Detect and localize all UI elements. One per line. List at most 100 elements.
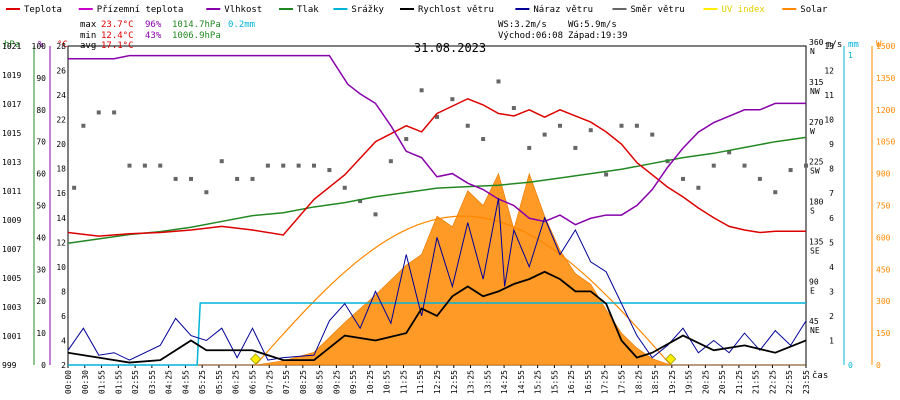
wind-dir-point: [604, 172, 609, 177]
tick-time: 12:25: [433, 370, 442, 394]
tick-hpa: 1001: [2, 332, 21, 341]
tick-time: 21:25: [735, 370, 744, 394]
tick-time: 07:25: [265, 370, 274, 394]
tick-hpa: 1017: [2, 100, 21, 109]
tick-w: 150: [876, 329, 891, 338]
tick-hpa: 1013: [2, 158, 21, 167]
wind-dir-point: [265, 163, 270, 168]
tick-wind: 5: [829, 238, 834, 247]
tick-time: 21:55: [752, 370, 761, 394]
series-vlhkost-line: [68, 54, 806, 226]
tick-hpa: 1011: [2, 187, 21, 196]
tick-dir-name: S: [810, 207, 815, 216]
wind-dir-point: [450, 97, 455, 102]
tick-time: 00:30: [81, 370, 90, 394]
tick-w: 1500: [876, 42, 895, 51]
wind-ws: WS:3.2m/s: [498, 20, 547, 30]
tick-mm: 1: [848, 51, 853, 60]
wind-dir-point: [388, 159, 393, 164]
tick-wind: 1: [829, 336, 834, 345]
tick-w: 0: [876, 361, 881, 370]
tick-temp: 6: [61, 312, 66, 321]
tick-dir-name: N: [810, 47, 815, 56]
tick-time: 12:55: [450, 370, 459, 394]
tick-time: 04:25: [165, 370, 174, 394]
wind-dir-point: [757, 176, 762, 181]
legend-label-7: Směr větru: [631, 5, 685, 15]
tick-w: 1350: [876, 74, 895, 83]
tick-wind: 4: [829, 263, 834, 272]
wind-dir-point: [650, 132, 655, 137]
tick-time: 23:55: [802, 370, 811, 394]
stat-avg-label: avg: [80, 41, 96, 51]
stat-min-temp: 12.4°C: [101, 31, 134, 41]
tick-temp: 18: [56, 165, 66, 174]
wind-dir-point: [727, 150, 732, 155]
tick-hpa: 1015: [2, 129, 21, 138]
wind-dir-point: [281, 163, 286, 168]
stat-max-press: 1014.7hPa: [172, 20, 221, 30]
tick-dir-deg: 135: [809, 237, 824, 246]
unit-wind: m/s: [826, 40, 842, 50]
tick-temp: 2: [61, 361, 66, 370]
stat-max-label: max: [80, 20, 97, 30]
tick-w: 750: [876, 202, 891, 211]
wind-dir-point: [804, 163, 808, 168]
stat-min-press: 1006.9hPa: [172, 31, 221, 41]
tick-wind: 7: [829, 189, 834, 198]
tick-time: 18:55: [651, 370, 660, 394]
tick-time: 11:25: [399, 370, 408, 394]
tick-pct: 50: [36, 202, 46, 211]
wind-dir-point: [711, 163, 716, 168]
tick-dir-deg: 225: [809, 158, 824, 167]
wind-dir-point: [496, 79, 501, 84]
wind-dir-point: [619, 123, 624, 128]
tick-w: 300: [876, 297, 891, 306]
series-rychlost-v-tru-line: [67, 270, 807, 364]
tick-wind: 6: [829, 214, 834, 223]
tick-time: 10:55: [383, 370, 392, 394]
wind-dir-point: [127, 163, 132, 168]
tick-temp: 4: [61, 336, 66, 345]
series-precip-line: [68, 302, 806, 366]
wind-dir-point: [404, 137, 409, 142]
tick-pct: 80: [36, 106, 46, 115]
tick-pct: 40: [36, 233, 46, 242]
wind-dir-point: [542, 132, 547, 137]
tick-time: 17:55: [618, 370, 627, 394]
tick-time: 01:55: [98, 370, 107, 394]
tick-wind: 2: [829, 312, 834, 321]
legend-label-0: Teplota: [24, 5, 62, 15]
tick-time: 08:25: [299, 370, 308, 394]
tick-dir-name: NE: [810, 326, 820, 335]
tick-wind: 13: [824, 42, 834, 51]
wind-dir-point: [588, 128, 593, 133]
tick-temp: 26: [56, 67, 66, 76]
tick-w: 450: [876, 265, 891, 274]
wind-dir-point: [527, 145, 532, 150]
wind-dir-point: [142, 163, 147, 168]
wind-dir-point: [435, 114, 439, 119]
stat-max-temp: 23.7°C: [101, 20, 134, 30]
tick-temp: 28: [56, 42, 66, 51]
unit-hpa: hPa: [4, 40, 20, 50]
tick-pct: 100: [32, 42, 47, 51]
tick-time: 10:25: [366, 370, 375, 394]
tick-dir-name: SE: [810, 246, 820, 255]
tick-wind: 3: [829, 287, 834, 296]
tick-dir-deg: 90: [809, 277, 819, 286]
chart-date: 31.08.2023: [414, 41, 486, 55]
tick-pct: 60: [36, 170, 46, 179]
series-tlak-line: [67, 136, 807, 244]
unit-time: čas: [812, 370, 828, 381]
tick-time: 06:25: [232, 370, 241, 394]
tick-time: 03:55: [148, 370, 157, 394]
tick-temp: 8: [61, 287, 66, 296]
tick-wind: 8: [829, 165, 834, 174]
tick-temp: 20: [56, 140, 66, 149]
wind-dir-point: [742, 163, 747, 168]
tick-time: 09:55: [349, 370, 358, 394]
tick-dir-name: E: [810, 286, 815, 295]
wind-dir-point: [173, 176, 178, 181]
